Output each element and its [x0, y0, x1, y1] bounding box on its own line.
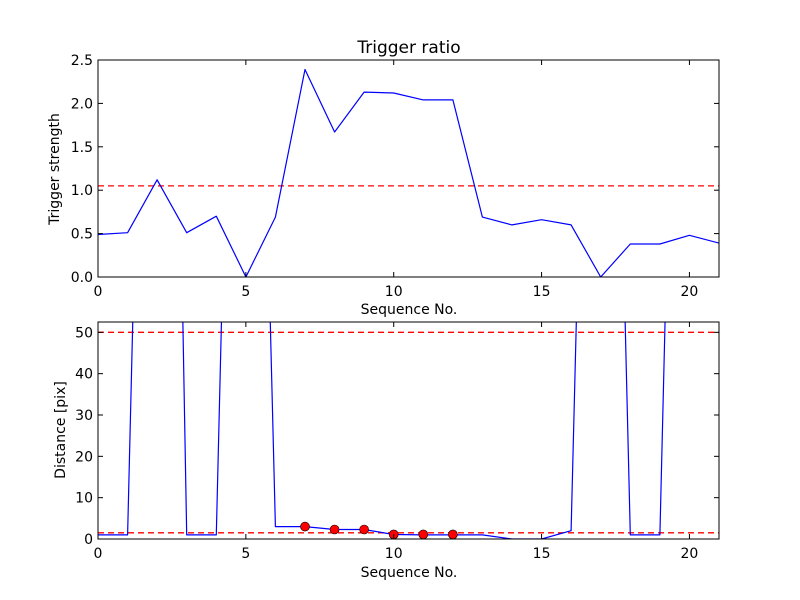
y-tick-label: 50 — [75, 325, 93, 341]
data-point — [329, 524, 340, 535]
plot-frame — [97, 59, 720, 278]
x-axis-label: Sequence No. — [361, 565, 458, 581]
data-point — [448, 529, 458, 540]
y-tick-label: 2.5 — [71, 53, 93, 69]
trigger-strength-plot: 0 5 10 15 20 0.0 0.5 1.0 1.5 2.0 2.5 — [71, 53, 720, 300]
data-point — [359, 524, 369, 535]
x-tick-label: 10 — [385, 284, 403, 300]
x-tick-label: 15 — [533, 284, 551, 300]
data-point — [418, 529, 429, 540]
y-tick-label: 40 — [75, 367, 93, 383]
x-tick-label: 20 — [681, 546, 699, 562]
distance-series-line — [98, 322, 666, 539]
y-tick-label: 10 — [75, 491, 93, 507]
y-tick-label: 1.0 — [71, 183, 93, 199]
trigger-series-line — [98, 68, 719, 277]
x-tick-label: 0 — [94, 546, 103, 562]
plot-frame — [97, 321, 720, 540]
y-axis-label: Trigger strength — [47, 113, 63, 226]
x-axis-label: Sequence No. — [361, 302, 458, 318]
y-tick-label: 0.0 — [71, 270, 93, 286]
y-axis-label: Distance [pix] — [53, 381, 69, 479]
x-tick-label: 0 — [94, 284, 103, 300]
y-tick-label: 2.0 — [71, 96, 93, 112]
distance-plot: 0 5 10 15 20 0 10 20 30 40 50 — [75, 321, 720, 562]
x-tick-label: 15 — [533, 546, 551, 562]
y-tick-label: 20 — [75, 449, 93, 465]
y-tick-label: 0.5 — [71, 227, 93, 243]
data-point — [300, 521, 310, 532]
chart-title: Trigger ratio — [356, 38, 460, 58]
x-tick-label: 10 — [385, 546, 403, 562]
x-tick-label: 20 — [681, 284, 699, 300]
y-tick-label: 0 — [84, 532, 93, 548]
y-tick-label: 1.5 — [71, 140, 93, 156]
y-tick-label: 30 — [75, 408, 93, 424]
x-tick-label: 5 — [241, 546, 250, 562]
x-tick-label: 5 — [241, 284, 250, 300]
